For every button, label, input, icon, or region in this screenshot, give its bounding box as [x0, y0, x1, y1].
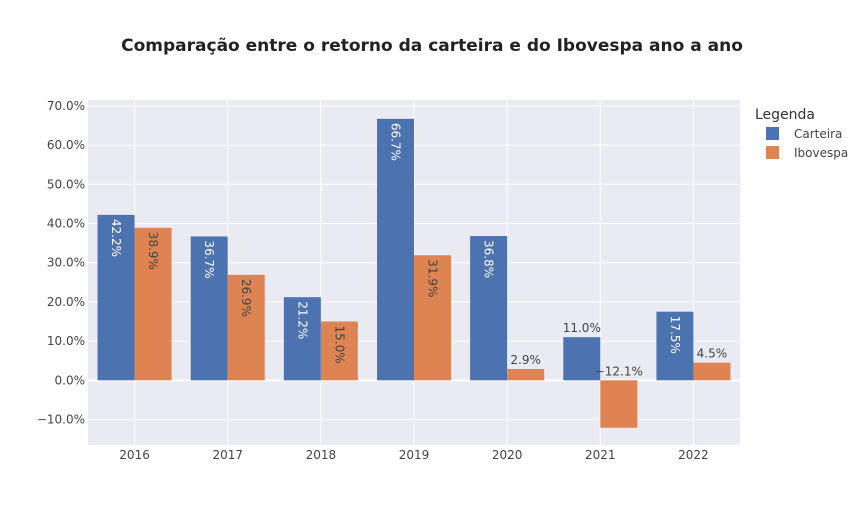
legend-label-ibovespa[interactable]: Ibovespa — [794, 146, 848, 160]
chart-title: Comparação entre o retorno da carteira e… — [121, 36, 743, 56]
x-tick-label: 2022 — [678, 448, 709, 462]
y-tick-label: 30.0% — [47, 256, 85, 270]
bar-ibovespa-2020[interactable] — [507, 368, 545, 381]
bar-ibovespa-2022[interactable] — [693, 362, 731, 381]
y-tick-label: 20.0% — [47, 295, 85, 309]
legend-title: Legenda — [755, 107, 815, 123]
x-tick-label: 2017 — [212, 448, 243, 462]
bar-label: −12.1% — [595, 364, 643, 378]
y-tick-label: 40.0% — [47, 216, 85, 230]
legend-label-carteira[interactable]: Carteira — [794, 127, 842, 141]
bar-label: 21.2% — [295, 301, 309, 339]
x-axis-ticks: 2016 2017 2018 2019 2020 2021 2022 — [119, 448, 708, 462]
bar-label: 31.9% — [426, 259, 440, 297]
bar-ibovespa-2017[interactable] — [227, 274, 265, 381]
bar-label: 17.5% — [668, 316, 682, 354]
x-tick-label: 2021 — [585, 448, 616, 462]
bar-label: 4.5% — [697, 347, 728, 361]
bar-label: 36.7% — [202, 240, 216, 278]
bar-label: 42.2% — [109, 219, 123, 257]
legend-swatch-carteira[interactable] — [766, 127, 779, 140]
y-tick-label: 70.0% — [47, 99, 85, 113]
bar-carteira-2021[interactable] — [563, 337, 601, 381]
x-tick-label: 2019 — [399, 448, 430, 462]
bar-ibovespa-2021[interactable] — [600, 380, 638, 428]
y-tick-label: 60.0% — [47, 138, 85, 152]
legend: Legenda Carteira Ibovespa — [755, 107, 848, 160]
bar-label: 66.7% — [389, 123, 403, 161]
bar-label: 2.9% — [510, 353, 541, 367]
y-tick-label: 0.0% — [55, 373, 86, 387]
bar-labels: 42.2% 36.7% 21.2% 66.7% 36.8% 11.0% 17.5% 38.9%… — [109, 123, 727, 378]
bar-carteira-2020[interactable] — [470, 236, 508, 381]
x-tick-label: 2020 — [492, 448, 523, 462]
y-axis-ticks: −10.0% 0.0% 10.0% 20.0% 30.0% 40.0% 50.0% 60.0%… — [37, 99, 85, 427]
y-tick-label: 10.0% — [47, 334, 85, 348]
bars — [97, 118, 731, 428]
bar-carteira-2016[interactable] — [97, 214, 135, 381]
bar-label: 26.9% — [239, 279, 253, 317]
bar-ibovespa-2016[interactable] — [134, 227, 172, 381]
bar-carteira-2019[interactable] — [377, 118, 414, 381]
bar-label: 15.0% — [332, 326, 346, 364]
y-tick-label: 50.0% — [47, 177, 85, 191]
bar-label: 36.8% — [482, 240, 496, 278]
y-tick-label: −10.0% — [37, 413, 85, 427]
bar-carteira-2018[interactable] — [283, 297, 321, 381]
bar-ibovespa-2019[interactable] — [414, 255, 451, 381]
bar-ibovespa-2018[interactable] — [320, 321, 358, 381]
legend-swatch-ibovespa[interactable] — [766, 146, 779, 159]
bar-label: 11.0% — [563, 321, 601, 335]
x-tick-label: 2016 — [119, 448, 150, 462]
bar-carteira-2022[interactable] — [656, 311, 694, 381]
bar-label: 38.9% — [146, 232, 160, 270]
bar-carteira-2017[interactable] — [190, 236, 228, 381]
x-tick-label: 2018 — [306, 448, 337, 462]
